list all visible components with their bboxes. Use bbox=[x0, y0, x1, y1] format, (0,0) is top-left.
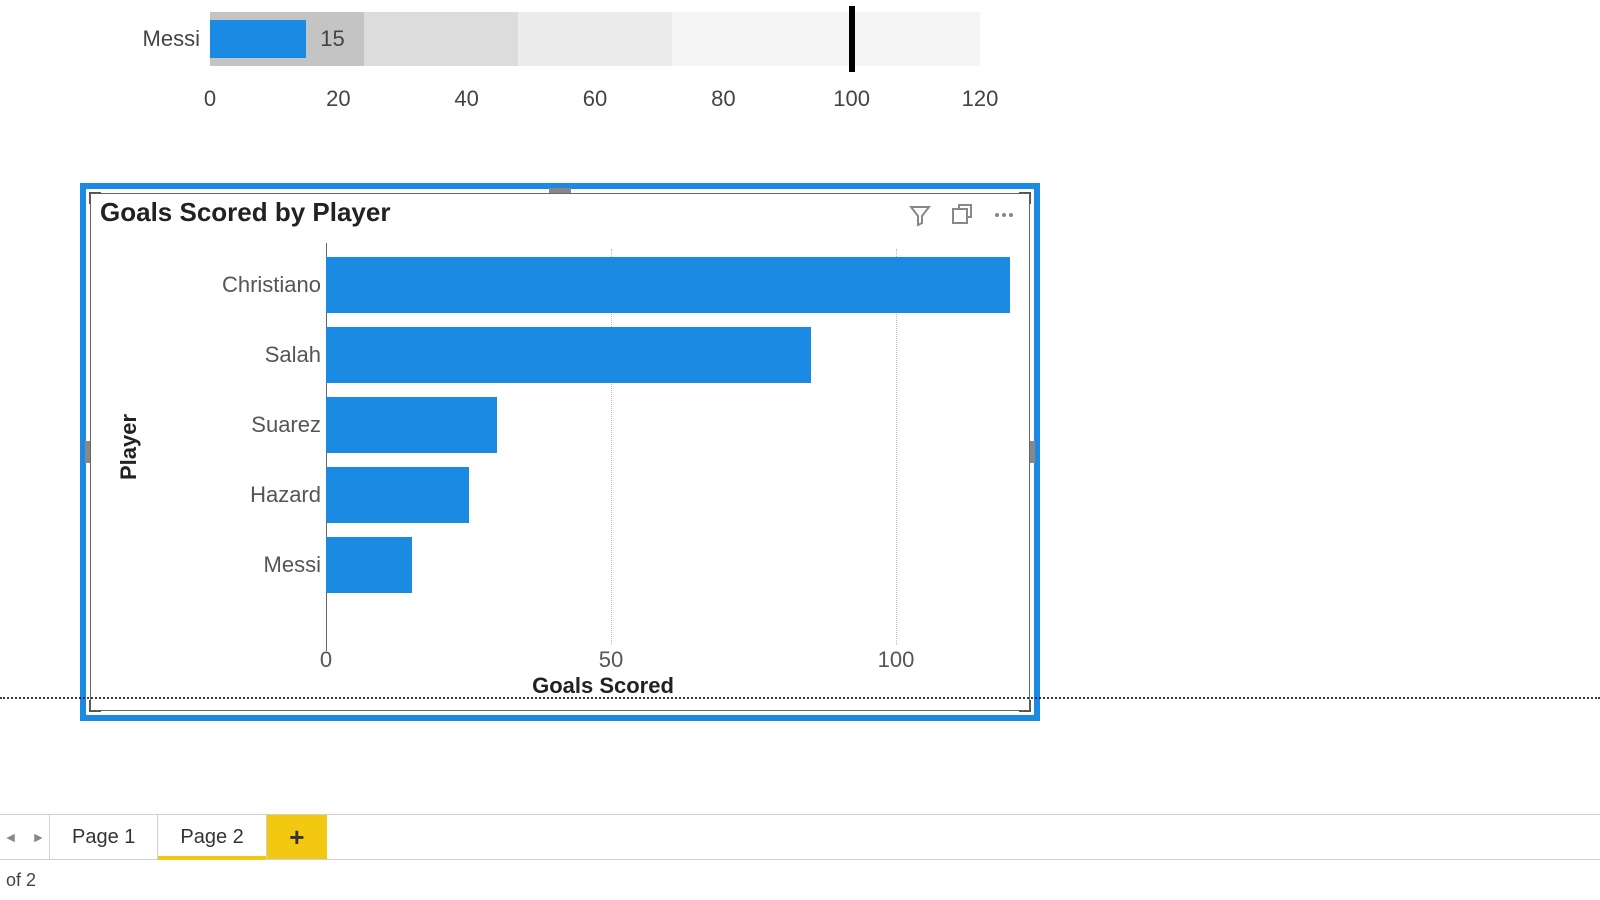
bullet-value-label: 15 bbox=[320, 26, 344, 52]
prev-page-arrow-icon[interactable]: ◄ bbox=[0, 825, 22, 849]
category-label: Salah bbox=[196, 342, 321, 368]
bullet-row-label: Messi bbox=[130, 26, 200, 52]
x-tick-label: 120 bbox=[962, 86, 999, 112]
x-tick-label: 60 bbox=[583, 86, 607, 112]
page-tab-bar: ◄ ► Page 1Page 2 + bbox=[0, 814, 1600, 860]
visual-toolbar bbox=[908, 203, 1016, 227]
canvas-boundary-line bbox=[0, 697, 1600, 699]
chart-title: Goals Scored by Player bbox=[100, 197, 390, 228]
resize-handle-right[interactable] bbox=[1030, 441, 1035, 463]
resize-handle-top[interactable] bbox=[549, 188, 571, 193]
x-tick-label: 0 bbox=[204, 86, 216, 112]
bullet-chart-partial: Hazard25Messi15 020406080100120 bbox=[140, 0, 980, 112]
bullet-bar[interactable] bbox=[210, 20, 306, 58]
resize-handle-bottom-left[interactable] bbox=[89, 700, 101, 712]
x-tick-label: 100 bbox=[833, 86, 870, 112]
add-page-button[interactable]: + bbox=[267, 815, 327, 859]
bullet-target-marker bbox=[849, 6, 855, 72]
data-bar[interactable] bbox=[326, 327, 811, 383]
bullet-band bbox=[672, 12, 980, 66]
chart-plot-area: Player Goals Scored 050100ChristianoSala… bbox=[196, 249, 1010, 645]
data-bar[interactable] bbox=[326, 467, 469, 523]
x-tick-label: 40 bbox=[454, 86, 478, 112]
data-bar[interactable] bbox=[326, 257, 1010, 313]
x-tick-label: 80 bbox=[711, 86, 735, 112]
resize-handle-bottom-right[interactable] bbox=[1019, 700, 1031, 712]
status-bar: of 2 bbox=[0, 860, 1600, 900]
page-count-status: of 2 bbox=[6, 870, 36, 891]
bullet-band bbox=[518, 12, 672, 66]
filter-icon[interactable] bbox=[908, 203, 932, 227]
more-options-icon[interactable] bbox=[992, 203, 1016, 227]
page-tab[interactable]: Page 1 bbox=[50, 815, 158, 859]
x-tick-label: 100 bbox=[878, 647, 915, 673]
x-tick-label: 20 bbox=[326, 86, 350, 112]
bullet-band bbox=[364, 12, 518, 66]
x-axis-title: Goals Scored bbox=[196, 673, 1010, 699]
plus-icon: + bbox=[289, 824, 304, 850]
focus-mode-icon[interactable] bbox=[950, 203, 974, 227]
category-label: Suarez bbox=[196, 412, 321, 438]
next-page-arrow-icon[interactable]: ► bbox=[28, 825, 50, 849]
resize-handle-top-right[interactable] bbox=[1019, 192, 1031, 204]
data-bar[interactable] bbox=[326, 537, 412, 593]
data-bar[interactable] bbox=[326, 397, 497, 453]
category-label: Christiano bbox=[196, 272, 321, 298]
y-axis-title: Player bbox=[116, 414, 142, 480]
x-tick-label: 0 bbox=[320, 647, 332, 673]
resize-handle-left[interactable] bbox=[85, 441, 90, 463]
page-tab[interactable]: Page 2 bbox=[158, 815, 266, 859]
category-label: Hazard bbox=[196, 482, 321, 508]
bullet-row: Messi15 bbox=[140, 0, 980, 82]
category-label: Messi bbox=[196, 552, 321, 578]
selected-visual-frame[interactable]: Goals Scored by Player Player Goals Scor… bbox=[80, 183, 1040, 721]
page-nav-arrows: ◄ ► bbox=[0, 815, 50, 859]
x-tick-label: 50 bbox=[599, 647, 623, 673]
